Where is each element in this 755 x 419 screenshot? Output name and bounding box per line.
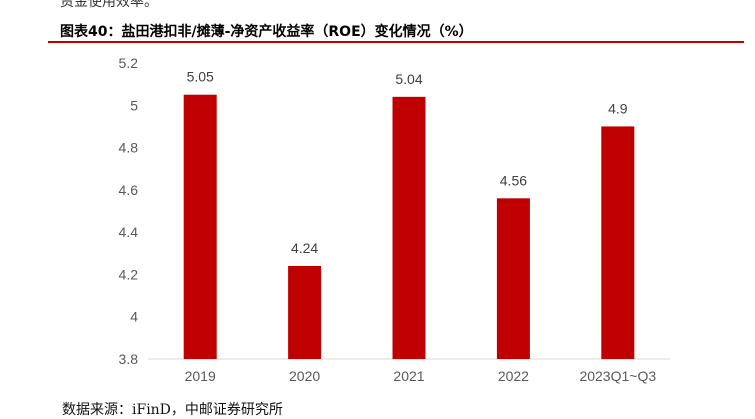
figure-title: 图表40：盐田港扣非/摊薄-净资产收益率（ROE）变化情况（%） bbox=[60, 24, 473, 40]
y-tick-label: 4.2 bbox=[119, 266, 139, 282]
bar-2021 bbox=[392, 96, 426, 359]
clipped-paragraph-text: 资金使用效率。 bbox=[60, 0, 158, 10]
x-axis-ticks: 2019 2020 2021 2022 2023Q1~Q3 bbox=[185, 368, 657, 384]
bar-2023Q1~Q3 bbox=[601, 126, 635, 359]
bar-2022 bbox=[496, 198, 530, 359]
y-tick-label: 5 bbox=[130, 97, 138, 113]
data-label: 5.05 bbox=[187, 69, 214, 85]
data-label: 5.04 bbox=[395, 71, 422, 87]
y-tick-label: 5.2 bbox=[119, 55, 139, 71]
data-labels: 5.05 4.24 5.04 4.56 4.9 bbox=[187, 69, 628, 256]
figure-title-bar: 图表40：盐田港扣非/摊薄-净资产收益率（ROE）变化情况（%） bbox=[48, 19, 744, 43]
y-tick-label: 3.8 bbox=[119, 351, 139, 367]
y-tick-label: 4.8 bbox=[119, 140, 139, 156]
y-tick-label: 4 bbox=[130, 309, 138, 325]
data-label: 4.56 bbox=[500, 172, 527, 188]
source-note: 数据来源：iFinD，中邮证券研究所 bbox=[62, 402, 283, 418]
x-tick-label: 2019 bbox=[185, 368, 216, 384]
x-tick-label: 2023Q1~Q3 bbox=[579, 368, 656, 384]
x-tick-label: 2020 bbox=[289, 368, 320, 384]
bars bbox=[183, 94, 635, 359]
data-label: 4.9 bbox=[608, 100, 628, 116]
data-label: 4.24 bbox=[291, 240, 318, 256]
y-tick-label: 4.6 bbox=[119, 182, 139, 198]
x-tick-label: 2021 bbox=[393, 368, 424, 384]
y-axis-ticks: 3.8 4 4.2 4.4 4.6 4.8 5 5.2 bbox=[119, 55, 139, 367]
x-tick-label: 2022 bbox=[498, 368, 529, 384]
bar-2020 bbox=[288, 265, 322, 359]
y-tick-label: 4.4 bbox=[119, 224, 139, 240]
bar-2019 bbox=[183, 94, 217, 359]
